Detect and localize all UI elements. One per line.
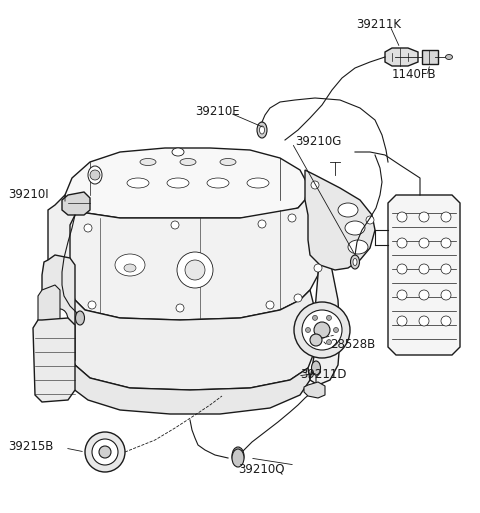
Ellipse shape (348, 240, 368, 254)
Polygon shape (65, 148, 308, 218)
Ellipse shape (140, 159, 156, 166)
Polygon shape (385, 48, 418, 66)
Polygon shape (70, 200, 320, 320)
Circle shape (311, 181, 319, 189)
Ellipse shape (445, 54, 453, 60)
Text: 39210E: 39210E (195, 105, 240, 118)
Circle shape (294, 302, 350, 358)
Circle shape (419, 290, 429, 300)
Circle shape (171, 221, 179, 229)
Circle shape (441, 238, 451, 248)
Ellipse shape (172, 148, 184, 156)
Polygon shape (304, 382, 325, 398)
Ellipse shape (88, 166, 102, 184)
Text: 1140FB: 1140FB (392, 68, 437, 81)
Circle shape (441, 212, 451, 222)
Text: 39211D: 39211D (300, 368, 347, 381)
Circle shape (326, 315, 332, 321)
Ellipse shape (247, 178, 269, 188)
Circle shape (419, 212, 429, 222)
Circle shape (294, 294, 302, 302)
Polygon shape (388, 195, 460, 355)
Ellipse shape (257, 122, 267, 138)
Circle shape (85, 432, 125, 472)
Circle shape (397, 238, 407, 248)
Polygon shape (65, 345, 310, 414)
Polygon shape (422, 50, 438, 64)
Ellipse shape (75, 311, 84, 325)
Circle shape (366, 216, 374, 224)
Circle shape (312, 340, 317, 345)
Ellipse shape (167, 178, 189, 188)
Ellipse shape (207, 178, 229, 188)
Circle shape (90, 170, 100, 180)
Ellipse shape (353, 259, 357, 266)
Circle shape (397, 316, 407, 326)
Circle shape (177, 252, 213, 288)
Circle shape (314, 264, 322, 272)
Circle shape (441, 264, 451, 274)
Ellipse shape (115, 254, 145, 276)
Text: 39210G: 39210G (295, 135, 341, 148)
Ellipse shape (220, 159, 236, 166)
Circle shape (305, 327, 311, 332)
Circle shape (314, 322, 330, 338)
Circle shape (302, 310, 342, 350)
Ellipse shape (127, 178, 149, 188)
Circle shape (419, 238, 429, 248)
Circle shape (312, 315, 317, 321)
Circle shape (326, 340, 332, 345)
Circle shape (419, 316, 429, 326)
Circle shape (351, 258, 359, 266)
Ellipse shape (338, 203, 358, 217)
Ellipse shape (345, 221, 365, 235)
Circle shape (334, 327, 338, 332)
Ellipse shape (260, 126, 264, 134)
Circle shape (84, 224, 92, 232)
Ellipse shape (124, 264, 136, 272)
Circle shape (397, 290, 407, 300)
Circle shape (288, 214, 296, 222)
Polygon shape (68, 290, 315, 390)
Polygon shape (62, 192, 90, 215)
Circle shape (258, 220, 266, 228)
Ellipse shape (232, 447, 244, 465)
Circle shape (92, 439, 118, 465)
Circle shape (397, 264, 407, 274)
Polygon shape (305, 170, 375, 270)
Ellipse shape (236, 452, 240, 460)
Ellipse shape (232, 449, 244, 467)
Circle shape (185, 260, 205, 280)
Polygon shape (310, 190, 340, 385)
Text: 39210I: 39210I (8, 188, 48, 201)
Circle shape (176, 304, 184, 312)
Circle shape (441, 316, 451, 326)
Ellipse shape (180, 159, 196, 166)
Ellipse shape (312, 361, 321, 375)
Text: 28528B: 28528B (330, 338, 375, 351)
Circle shape (266, 301, 274, 309)
Text: 39210Q: 39210Q (238, 463, 285, 476)
Circle shape (99, 446, 111, 458)
Circle shape (88, 301, 96, 309)
Circle shape (310, 334, 322, 346)
Polygon shape (38, 285, 60, 360)
Polygon shape (48, 195, 80, 325)
Text: 39215B: 39215B (8, 440, 53, 453)
Polygon shape (33, 318, 75, 402)
Ellipse shape (350, 255, 360, 269)
Circle shape (419, 264, 429, 274)
Circle shape (397, 212, 407, 222)
Polygon shape (42, 255, 75, 375)
Circle shape (441, 290, 451, 300)
Text: 39211K: 39211K (356, 18, 401, 31)
Ellipse shape (52, 309, 68, 331)
Ellipse shape (55, 354, 65, 362)
